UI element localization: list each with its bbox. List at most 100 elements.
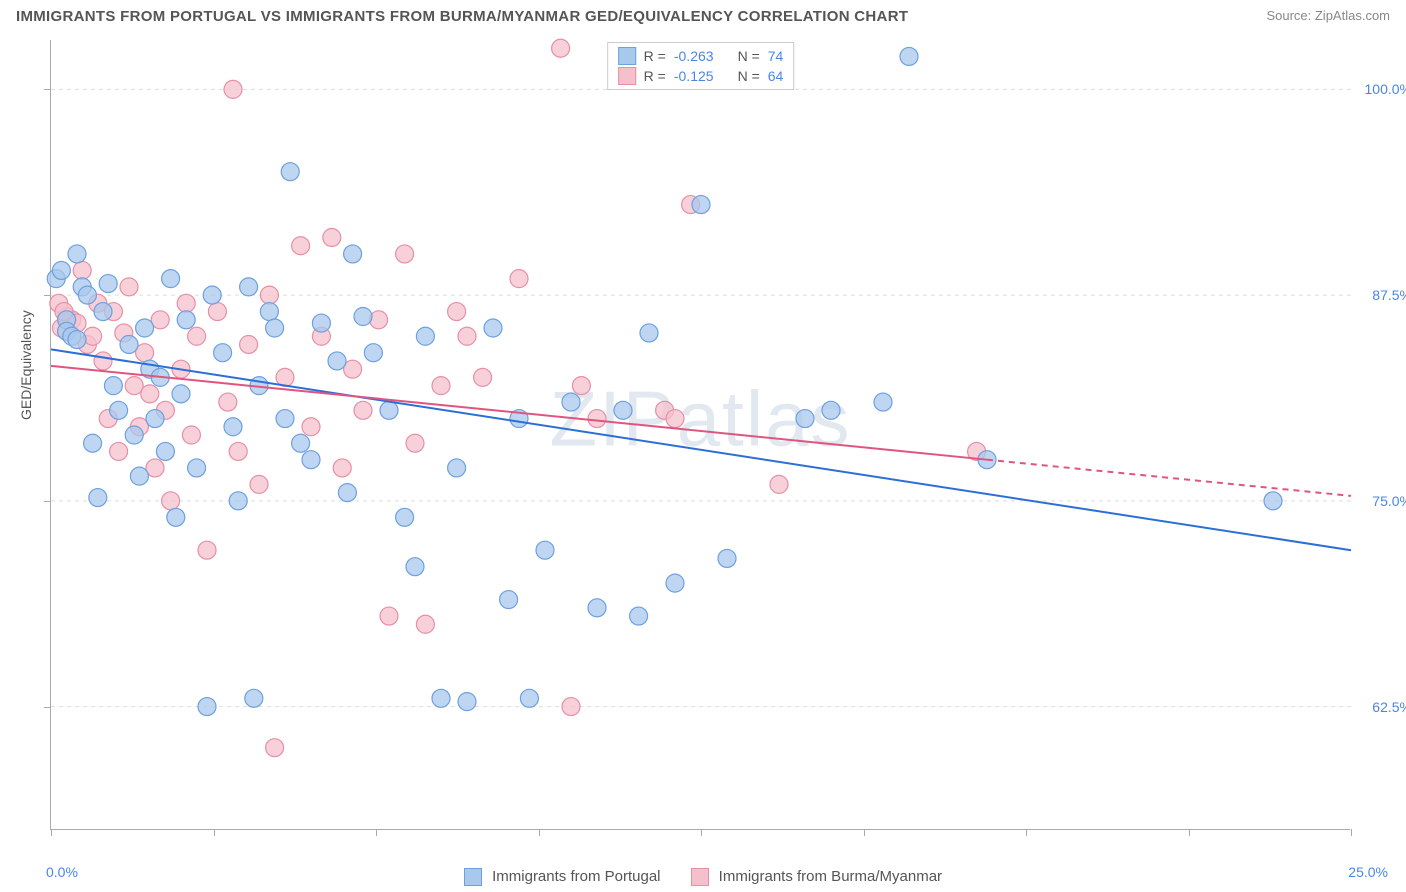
data-point [292, 237, 310, 255]
data-point [666, 410, 684, 428]
data-point [396, 508, 414, 526]
y-tick-label: 75.0% [1356, 493, 1406, 509]
legend-label-portugal: Immigrants from Portugal [492, 868, 660, 885]
data-point [416, 327, 434, 345]
data-point [177, 294, 195, 312]
data-point [68, 245, 86, 263]
data-point [432, 377, 450, 395]
data-point [302, 418, 320, 436]
data-point [99, 275, 117, 293]
chart-plot-area: ZIPatlas R = -0.263 N = 74 R = -0.125 N … [50, 40, 1350, 830]
n-label: N = [738, 48, 760, 64]
data-point [198, 541, 216, 559]
data-point [406, 434, 424, 452]
y-tick-label: 87.5% [1356, 287, 1406, 303]
n-value-portugal: 74 [768, 48, 784, 64]
data-point [52, 261, 70, 279]
data-point [120, 335, 138, 353]
data-point [84, 327, 102, 345]
y-tick-label: 62.5% [1356, 699, 1406, 715]
data-point [224, 80, 242, 98]
r-value-burma: -0.125 [674, 68, 714, 84]
data-point [338, 484, 356, 502]
legend-row-burma: R = -0.125 N = 64 [618, 67, 784, 85]
n-label: N = [738, 68, 760, 84]
data-point [177, 311, 195, 329]
data-point [448, 459, 466, 477]
data-point [68, 331, 86, 349]
data-point [370, 311, 388, 329]
data-point [260, 286, 278, 304]
data-point [276, 410, 294, 428]
data-point [281, 163, 299, 181]
data-point [266, 319, 284, 337]
data-point [510, 270, 528, 288]
data-point [312, 314, 330, 332]
data-point [344, 245, 362, 263]
legend-label-burma: Immigrants from Burma/Myanmar [719, 868, 942, 885]
data-point [333, 459, 351, 477]
data-point [458, 693, 476, 711]
data-point [354, 401, 372, 419]
r-value-portugal: -0.263 [674, 48, 714, 64]
data-point [588, 410, 606, 428]
data-point [562, 698, 580, 716]
r-label: R = [644, 68, 666, 84]
y-tick-label: 100.0% [1356, 81, 1406, 97]
legend-item-burma: Immigrants from Burma/Myanmar [691, 868, 943, 886]
data-point [162, 270, 180, 288]
data-point [110, 442, 128, 460]
data-point [302, 451, 320, 469]
scatter-svg [51, 40, 1350, 829]
data-point [208, 303, 226, 321]
legend-swatch-portugal [618, 47, 636, 65]
n-value-burma: 64 [768, 68, 784, 84]
data-point [406, 558, 424, 576]
data-point [94, 303, 112, 321]
data-point [250, 475, 268, 493]
y-axis-label: GED/Equivalency [18, 310, 34, 420]
data-point [614, 401, 632, 419]
data-point [572, 377, 590, 395]
data-point [94, 352, 112, 370]
data-point [89, 489, 107, 507]
data-point [188, 327, 206, 345]
data-point [84, 434, 102, 452]
data-point [125, 426, 143, 444]
data-point [718, 549, 736, 567]
data-point [484, 319, 502, 337]
data-point [822, 401, 840, 419]
data-point [219, 393, 237, 411]
r-label: R = [644, 48, 666, 64]
data-point [552, 39, 570, 57]
data-point [182, 426, 200, 444]
data-point [198, 698, 216, 716]
source-attribution: Source: ZipAtlas.com [1266, 8, 1390, 23]
data-point [536, 541, 554, 559]
data-point [900, 47, 918, 65]
data-point [73, 261, 91, 279]
data-point [640, 324, 658, 342]
series-legend: Immigrants from Portugal Immigrants from… [0, 868, 1406, 886]
data-point [588, 599, 606, 617]
data-point [136, 319, 154, 337]
data-point [354, 308, 372, 326]
data-point [110, 401, 128, 419]
data-point [240, 335, 258, 353]
data-point [328, 352, 346, 370]
data-point [432, 689, 450, 707]
legend-swatch-portugal [464, 868, 482, 886]
data-point [214, 344, 232, 362]
data-point [245, 689, 263, 707]
data-point [266, 739, 284, 757]
data-point [630, 607, 648, 625]
data-point [396, 245, 414, 263]
data-point [416, 615, 434, 633]
data-point [770, 475, 788, 493]
data-point [188, 459, 206, 477]
data-point [229, 492, 247, 510]
data-point [448, 303, 466, 321]
data-point [1264, 492, 1282, 510]
legend-swatch-burma [691, 868, 709, 886]
correlation-legend: R = -0.263 N = 74 R = -0.125 N = 64 [607, 42, 795, 90]
